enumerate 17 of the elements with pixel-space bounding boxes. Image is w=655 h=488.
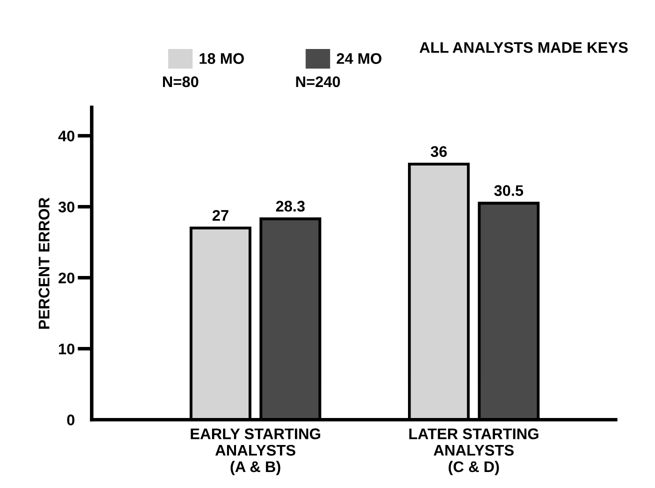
y-axis-title: PERCENT ERROR bbox=[38, 198, 50, 329]
y-tick-label: 20 bbox=[58, 272, 74, 284]
x-tick-label: EARLY STARTING ANALYSTS (A & B) bbox=[190, 428, 320, 476]
data-label: 36 bbox=[430, 146, 447, 157]
data-label: 30.5 bbox=[494, 185, 524, 196]
data-label: 27 bbox=[212, 210, 228, 221]
y-tick-label: 40 bbox=[58, 130, 74, 142]
x-tick-label: LATER STARTING ANALYSTS (C & D) bbox=[409, 428, 538, 476]
y-tick-label: 10 bbox=[59, 344, 74, 354]
y-tick-label: 0 bbox=[67, 414, 74, 426]
legend-label: 18 MO bbox=[200, 53, 244, 64]
text: N=240 bbox=[296, 76, 340, 88]
data-label: 28.3 bbox=[276, 200, 305, 212]
text: N=80 bbox=[163, 76, 198, 88]
y-tick-label: 30 bbox=[58, 202, 74, 212]
text: ALL ANALYSTS MADE KEYS bbox=[420, 42, 628, 53]
legend-label: 24 MO bbox=[336, 53, 382, 64]
